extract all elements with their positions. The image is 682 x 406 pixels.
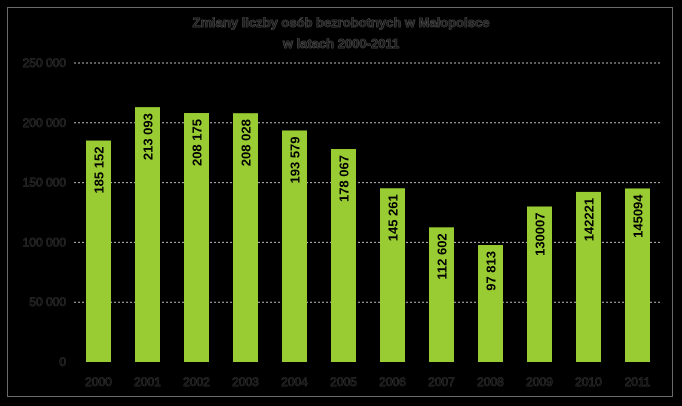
- bar-value-label: 97 813: [484, 251, 499, 291]
- bar: [625, 188, 650, 362]
- x-tick-label: 2006: [379, 375, 406, 389]
- bar: [331, 149, 356, 362]
- bar-value-label: 185 152: [92, 147, 107, 194]
- bar: [527, 206, 552, 362]
- bar-value-label: 130007: [533, 213, 548, 256]
- x-tick-label: 2005: [330, 375, 357, 389]
- x-tick-label: 2011: [625, 375, 651, 389]
- x-tick-label: 2001: [134, 375, 161, 389]
- bar-value-label: 112 602: [435, 233, 450, 279]
- y-tick-label: 100 000: [23, 235, 67, 249]
- bar-value-label: 142221: [582, 198, 597, 241]
- x-tick-label: 2010: [575, 375, 602, 389]
- y-axis-ticks: 0 50 000 100 000 150 000 200 000 250 000: [22, 56, 67, 370]
- bar-chart: Zmiany liczby osób bezrobotnych w Małopo…: [22, 15, 662, 390]
- bar: [135, 107, 160, 362]
- chart-subtitle: w latach 2000-2011: [282, 36, 399, 51]
- bar: [184, 113, 209, 362]
- y-tick-label: 50 000: [29, 295, 66, 309]
- bars: 185 152 213 093 208 175 208 028 193 579 178 0…: [86, 107, 650, 362]
- bar-value-label: 178 067: [337, 155, 352, 202]
- chart-frame: Zmiany liczby osób bezrobotnych w Małopo…: [7, 7, 673, 397]
- bar: [576, 191, 601, 362]
- bar: [429, 227, 454, 362]
- bar-value-label: 213 093: [141, 113, 156, 160]
- bar-value-label: 193 579: [288, 136, 303, 183]
- bar-value-label: 145 261: [386, 194, 401, 241]
- chart-title: Zmiany liczby osób bezrobotnych w Małopo…: [193, 15, 490, 30]
- y-tick-label: 0: [59, 355, 66, 369]
- bar: [478, 245, 503, 362]
- x-tick-label: 2007: [428, 375, 455, 389]
- bar: [233, 113, 258, 362]
- bar: [380, 188, 405, 362]
- x-tick-label: 2009: [526, 375, 553, 389]
- gridlines: [74, 62, 662, 303]
- x-axis-ticks: 2000 2001 2002 2003 2004 2005 2006 2007 2008 2009…: [85, 375, 651, 390]
- y-tick-label: 200 000: [23, 116, 67, 130]
- y-tick-label: 150 000: [23, 176, 67, 190]
- x-tick-label: 2008: [477, 375, 504, 389]
- bar-value-label: 145094: [631, 194, 646, 238]
- x-tick-label: 2003: [232, 375, 259, 389]
- bar: [86, 140, 111, 362]
- bar-value-label: 208 175: [190, 119, 205, 166]
- x-tick-label: 2002: [183, 375, 210, 389]
- bar-value-label: 208 028: [239, 119, 254, 166]
- x-tick-label: 2004: [281, 375, 308, 389]
- x-tick-label: 2000: [85, 375, 112, 389]
- y-tick-label: 250 000: [23, 56, 67, 70]
- bar: [282, 130, 307, 362]
